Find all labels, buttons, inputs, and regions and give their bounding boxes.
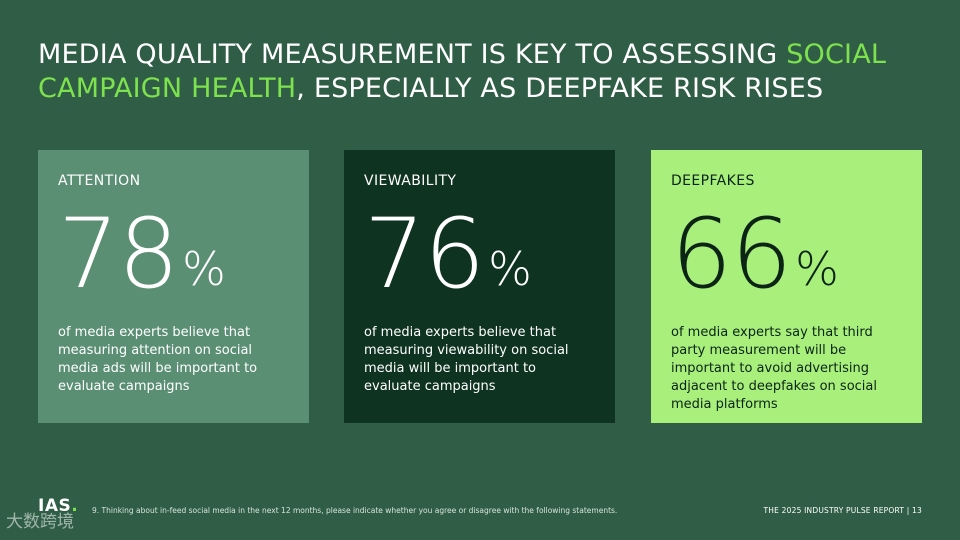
ias-logo: IAS. <box>38 496 78 516</box>
stat-unit: % <box>795 242 839 296</box>
page-title: MEDIA QUALITY MEASUREMENT IS KEY TO ASSE… <box>38 38 918 106</box>
viewability-card: VIEWABILITY 76 % of media experts believ… <box>344 150 615 423</box>
card-label: ATTENTION <box>58 173 141 189</box>
card-description: of media experts believe that measuring … <box>58 325 258 394</box>
watermark: 大数跨境 <box>6 512 74 532</box>
stat: 66 % <box>671 202 902 302</box>
title-part-2: , ESPECIALLY AS DEEPFAKE RISK RISES <box>296 73 824 104</box>
logo-dot-icon: . <box>71 496 79 516</box>
deepfakes-card: DEEPFAKES 66 % of media experts say that… <box>651 150 922 423</box>
card-label: VIEWABILITY <box>364 173 457 189</box>
stat: 78 % <box>58 202 289 302</box>
stat-value: 76 <box>364 198 485 310</box>
stat: 76 % <box>364 202 595 302</box>
card-description: of media experts believe that measuring … <box>364 325 569 394</box>
card-label: DEEPFAKES <box>671 173 755 189</box>
attention-card: ATTENTION 78 % of media experts believe … <box>38 150 309 423</box>
card-description: of media experts say that third party me… <box>671 325 877 412</box>
footnote: 9. Thinking about in-feed social media i… <box>92 506 618 515</box>
stat-value: 78 <box>58 198 179 310</box>
report-title: THE 2025 INDUSTRY PULSE REPORT | 13 <box>763 506 922 515</box>
stat-unit: % <box>488 242 532 296</box>
footer: IAS. 9. Thinking about in-feed social me… <box>0 496 960 522</box>
logo-text: IAS <box>38 496 72 516</box>
title-highlight: SOCIAL CAMPAIGN HEALTH <box>38 39 887 104</box>
stat-unit: % <box>182 242 226 296</box>
stat-value: 66 <box>671 198 792 310</box>
title-part-1: MEDIA QUALITY MEASUREMENT IS KEY TO ASSE… <box>38 39 787 70</box>
